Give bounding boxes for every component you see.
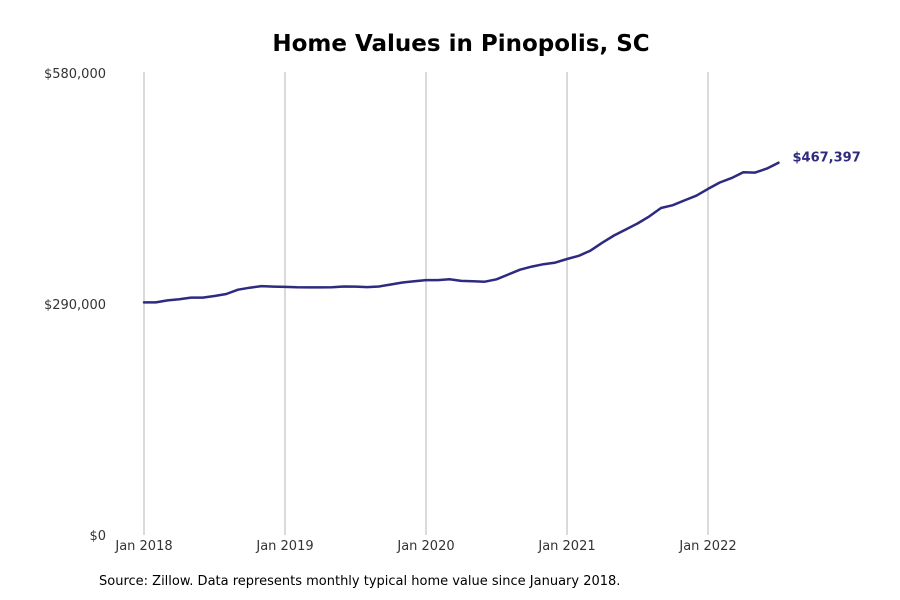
y-tick-label: $0 [89, 529, 106, 544]
x-tick-label: Jan 2020 [396, 539, 454, 554]
x-tick-label: Jan 2019 [255, 539, 313, 554]
source-note: Source: Zillow. Data represents monthly … [99, 574, 621, 589]
series-line [142, 161, 780, 304]
y-tick-label: $290,000 [44, 298, 106, 313]
y-axis: $0 $290,000 $580,000 [44, 67, 106, 544]
end-value-label: $467,397 [793, 151, 861, 166]
y-tick-label: $580,000 [44, 67, 106, 82]
x-tick-label: Jan 2021 [537, 539, 595, 554]
chart-title: Home Values in Pinopolis, SC [272, 31, 649, 57]
x-tick-label: Jan 2022 [678, 539, 736, 554]
x-tick-label: Jan 2018 [114, 539, 172, 554]
gridlines [143, 72, 709, 535]
series: $467,397 [142, 151, 861, 304]
x-axis: Jan 2018 Jan 2019 Jan 2020 Jan 2021 Jan 2022 [114, 539, 736, 554]
